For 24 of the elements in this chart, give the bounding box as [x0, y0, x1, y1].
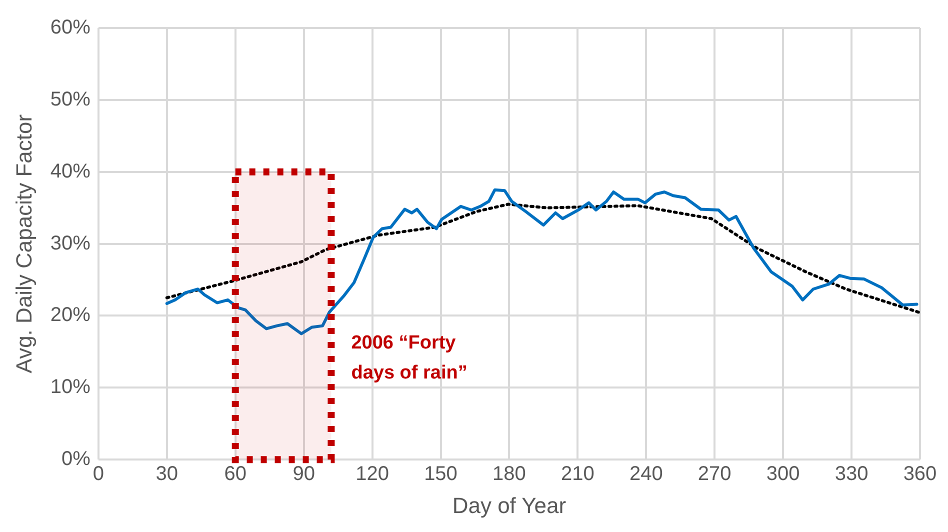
x-axis-title: Day of Year: [452, 492, 566, 518]
x-tick-label: 180: [492, 463, 526, 486]
y-tick-label: 40%: [50, 160, 91, 182]
x-tick-label: 90: [292, 463, 315, 486]
y-tick-label: 0%: [62, 448, 91, 470]
x-tick-label: 330: [834, 463, 868, 486]
x-tick-label: 210: [560, 463, 594, 486]
y-tick-label: 20%: [50, 304, 91, 326]
x-tick-label: 0: [92, 463, 104, 486]
y-tick-label: 50%: [50, 88, 91, 110]
x-tick-label: 270: [698, 463, 732, 486]
x-tick-label: 240: [629, 463, 663, 486]
line-series: [165, 202, 920, 314]
x-tick-label: 150: [424, 463, 458, 486]
x-tick-label: 30: [156, 463, 178, 486]
x-tick-label: 360: [903, 463, 937, 486]
y-axis-title: Avg. Daily Capacity Factor: [11, 114, 36, 374]
x-tick-label: 120: [356, 463, 389, 486]
x-tick-label: 60: [224, 463, 246, 486]
y-tick-label: 30%: [50, 232, 91, 254]
band-label: 2006 “Forty days of rain”: [351, 332, 468, 384]
y-tick-label: 10%: [50, 376, 91, 398]
y-tick-label: 60%: [50, 16, 91, 39]
x-tick-label: 300: [766, 463, 800, 486]
